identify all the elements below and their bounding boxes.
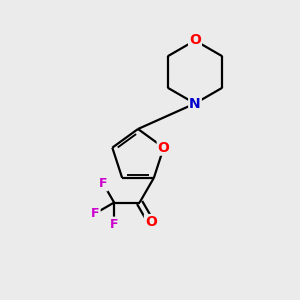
Text: F: F <box>99 177 108 190</box>
Text: F: F <box>91 207 100 220</box>
Text: O: O <box>158 141 170 155</box>
Text: F: F <box>110 218 118 231</box>
Text: O: O <box>145 215 157 229</box>
Text: O: O <box>189 34 201 47</box>
Text: N: N <box>189 97 201 110</box>
